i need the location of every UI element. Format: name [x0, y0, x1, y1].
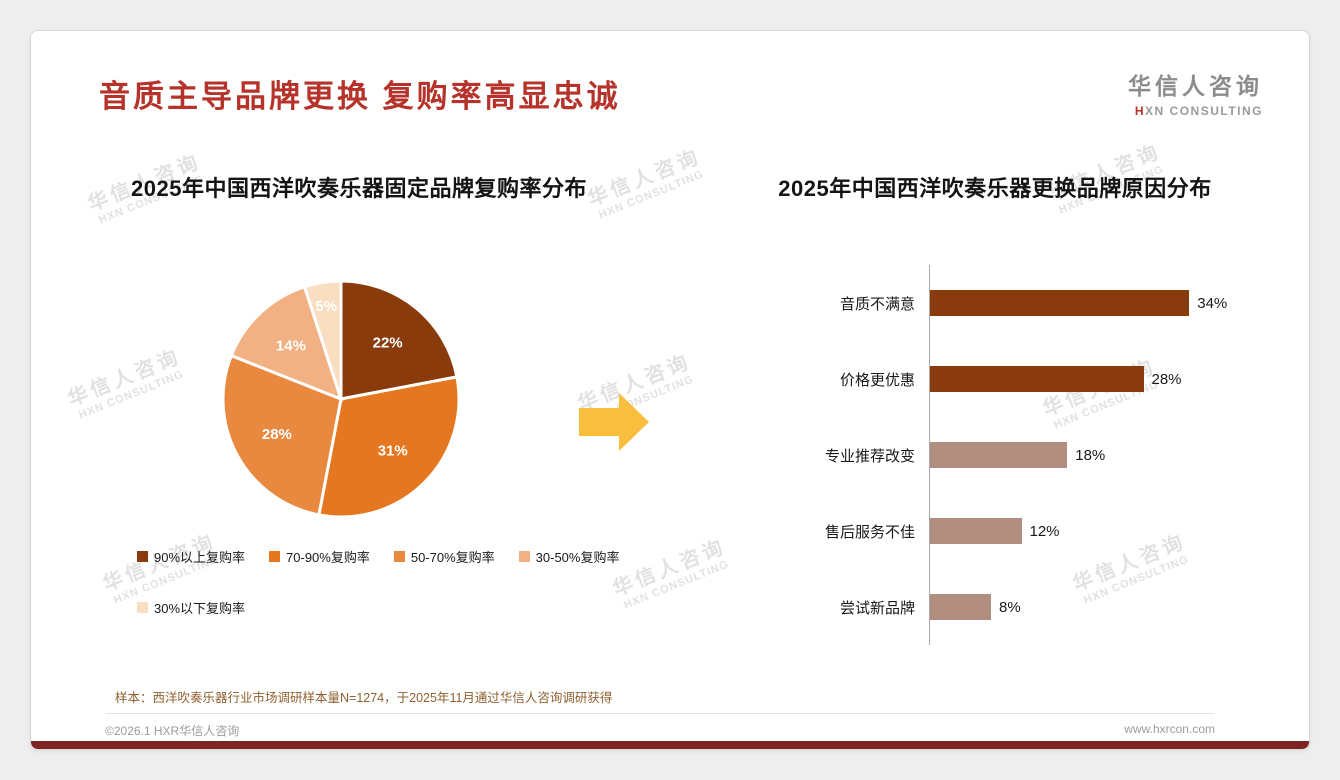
brand-logo-en-rest: XN CONSULTING: [1145, 104, 1263, 118]
bar-category-label: 专业推荐改变: [824, 447, 915, 465]
page-title: 音质主导品牌更换 复购率高显忠诚: [99, 79, 621, 114]
bar-fill: [930, 518, 1022, 544]
bar-category-label: 尝试新品牌: [839, 599, 915, 617]
arrow-right-icon: [579, 393, 649, 451]
legend-swatch: [137, 602, 148, 613]
legend-swatch: [137, 551, 148, 562]
legend-item: 30-50%复购率: [518, 547, 620, 566]
bar-category-label: 音质不满意: [839, 295, 915, 313]
pie-slice-label: 5%: [315, 298, 337, 315]
bar-category-label: 售后服务不佳: [824, 523, 915, 541]
bar-value-label: 12%: [1029, 522, 1060, 540]
bar-fill: [930, 594, 991, 620]
legend-item: 50-70%复购率: [393, 547, 495, 566]
pie-slice: [317, 375, 461, 519]
bar-value-label: 18%: [1075, 446, 1106, 464]
bar-row: 尝试新品牌 8%: [779, 569, 1299, 645]
slide-card: 华信人咨询 HXN CONSULTING 华信人咨询 HXN CONSULTING 华信…: [30, 30, 1310, 750]
legend-label: 30-50%复购率: [535, 550, 620, 565]
legend-swatch: [393, 551, 405, 562]
bar-row: 专业推荐改变 18%: [779, 417, 1299, 493]
bar-fill: [930, 290, 1190, 316]
bar-chart: 音质不满意 34% 价格更优惠 28% 专业推荐改变 18% 售后服务不佳 12% 尝试新品牌 8…: [779, 265, 1299, 645]
pie-chart: 22% 31% 28% 14% 5%: [221, 279, 461, 519]
copyright: ©2026.1 HXR华信人咨询: [105, 724, 240, 738]
legend-item: 30%以下复购率: [137, 598, 245, 617]
pie-slice-label: 22%: [373, 335, 403, 352]
bar-category-label: 价格更优惠: [839, 371, 915, 389]
brand-logo-cn: 华信人咨询: [1128, 73, 1263, 99]
legend-item: 90%以上复购率: [137, 547, 245, 566]
bar-row: 音质不满意 34%: [779, 265, 1299, 341]
bar-row: 价格更优惠 28%: [779, 341, 1299, 417]
pie-legend: 90%以上复购率 70-90%复购率 50-70%复购率 30-50%复购率 30%以下…: [137, 547, 637, 617]
bar-value-label: 34%: [1197, 294, 1228, 312]
legend-label: 90%以上复购率: [154, 550, 246, 565]
bottom-accent-bar: [31, 741, 1309, 749]
bar-track: 18%: [929, 417, 1299, 493]
bar-chart-title: 2025年中国西洋吹奏乐器更换品牌原因分布: [778, 176, 1212, 201]
legend-item: 70-90%复购率: [269, 547, 370, 566]
pie-chart-title: 2025年中国西洋吹奏乐器固定品牌复购率分布: [131, 176, 587, 201]
bar-track: 12%: [929, 493, 1299, 569]
pie-slice: [302, 279, 343, 400]
legend-label: 50-70%复购率: [410, 550, 495, 565]
legend-label: 30%以下复购率: [154, 601, 246, 616]
bar-value-label: 8%: [999, 598, 1021, 616]
legend-swatch: [518, 551, 530, 562]
brand-logo-en-initial: H: [1134, 104, 1146, 118]
pie-slice-label: 28%: [262, 426, 292, 443]
pie-slice-label: 31%: [378, 443, 408, 460]
pie-slice: [339, 279, 459, 401]
website-url: www.hxrcon.com: [1124, 722, 1215, 736]
footnote: 样本：西洋吹奏乐器行业市场调研样本量N=1274，于2025年11月通过华信人咨…: [115, 691, 613, 705]
bar-fill: [930, 442, 1068, 468]
bar-track: 8%: [929, 569, 1299, 645]
brand-logo: 华信人咨询 HXN CONSULTING: [1128, 67, 1263, 118]
bar-track: 34%: [929, 265, 1299, 341]
brand-logo-en: HXN CONSULTING: [1135, 104, 1263, 118]
pie-slice-label: 14%: [276, 338, 306, 355]
bar-row: 售后服务不佳 12%: [779, 493, 1299, 569]
legend-label: 70-90%复购率: [286, 550, 370, 565]
footer: ©2026.1 HXR华信人咨询 www.hxrcon.com: [105, 713, 1215, 739]
bar-value-label: 28%: [1151, 370, 1182, 388]
pie-slice: [221, 353, 343, 517]
bar-fill: [930, 366, 1144, 392]
legend-swatch: [269, 551, 281, 562]
bar-track: 28%: [929, 341, 1299, 417]
